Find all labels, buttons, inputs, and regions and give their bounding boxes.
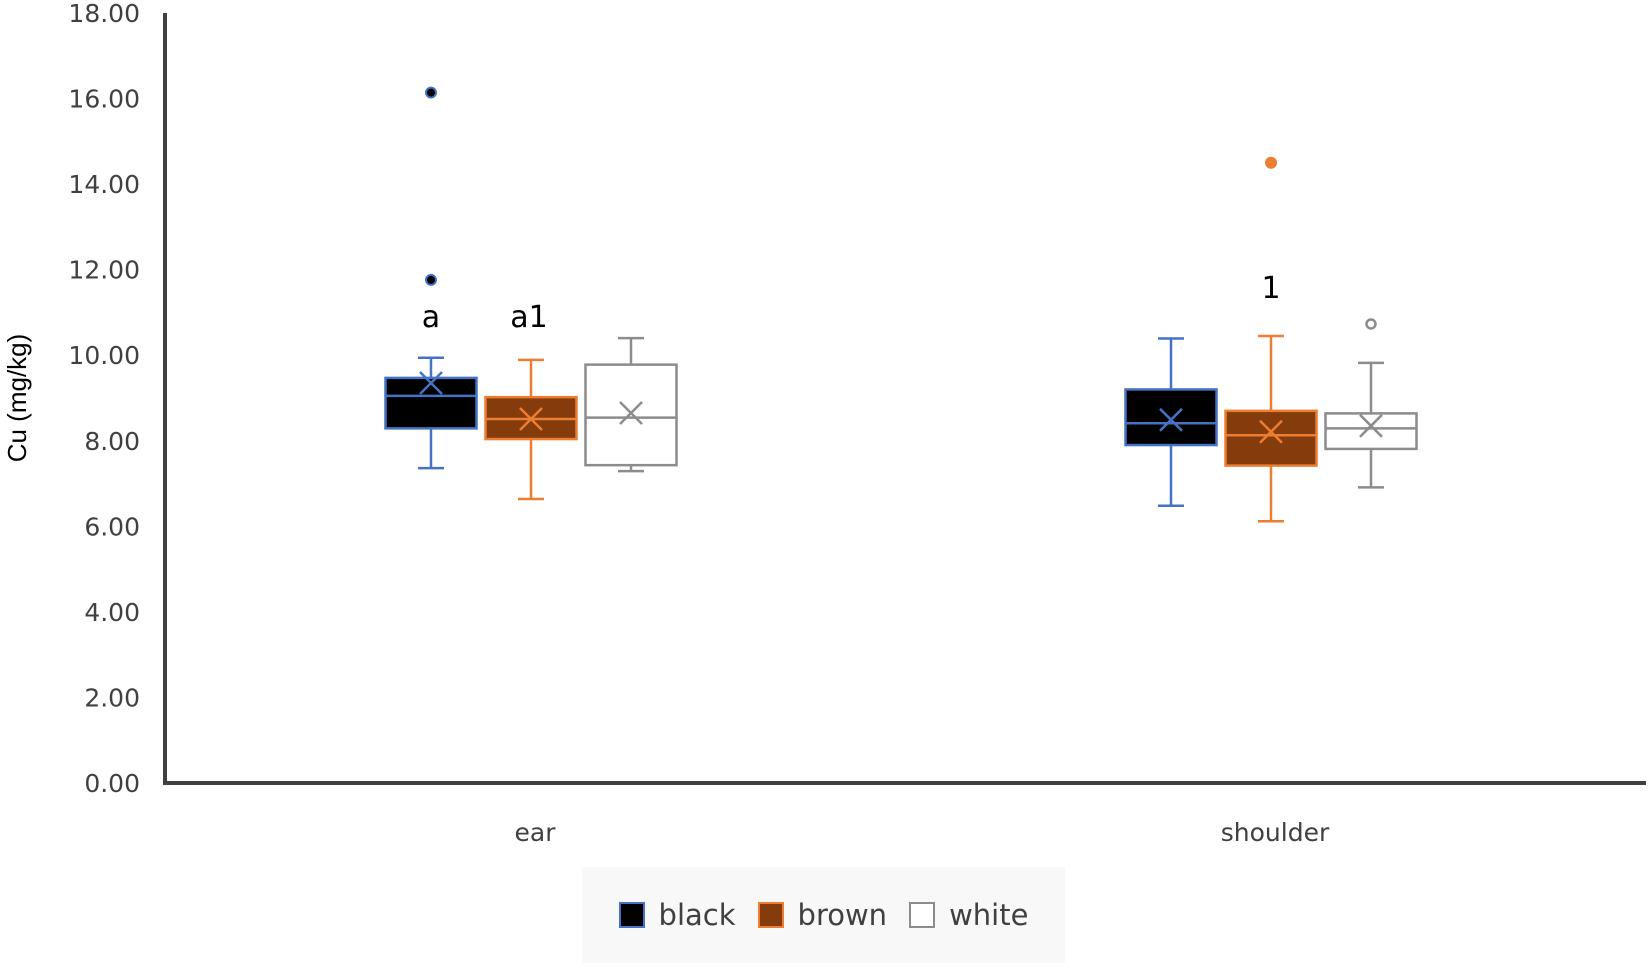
- legend: black brown white: [582, 867, 1065, 963]
- y-tick-label: 8.00: [84, 427, 140, 456]
- y-tick-label: 4.00: [84, 598, 140, 627]
- annotation-label: a: [422, 300, 440, 335]
- y-tick-label: 10.00: [68, 341, 140, 370]
- legend-label: black: [658, 898, 736, 932]
- legend-label: white: [949, 898, 1029, 932]
- y-tick-label: 2.00: [84, 683, 140, 712]
- x-category-label: shoulder: [1221, 818, 1330, 847]
- legend-label: brown: [797, 898, 888, 932]
- annotation-label: a1: [510, 300, 547, 335]
- y-axis-ticks: 0.00 2.00 4.00 6.00 8.00 10.00 12.00 14.00 16.00…: [68, 0, 140, 798]
- box-white-ear[interactable]: [584, 336, 678, 473]
- box-white-shoulder[interactable]: [1324, 318, 1418, 489]
- legend-item-white[interactable]: white: [909, 898, 1028, 932]
- y-tick-label: 12.00: [68, 256, 140, 285]
- y-axis-title: Cu (mg/kg): [2, 334, 32, 463]
- legend-swatch-brown: [757, 902, 784, 928]
- y-tick-label: 18.00: [68, 0, 140, 28]
- legend-item-black[interactable]: black: [618, 898, 736, 932]
- y-tick-label: 6.00: [84, 512, 140, 541]
- significance-annotations: a a1 1: [422, 271, 1281, 335]
- outlier-point[interactable]: [425, 273, 437, 286]
- y-tick-label: 0.00: [84, 769, 140, 798]
- legend-item-brown[interactable]: brown: [757, 898, 888, 932]
- y-tick-label: 14.00: [68, 170, 140, 199]
- box-black-ear[interactable]: [384, 86, 478, 470]
- legend-swatch-white: [909, 902, 936, 928]
- box-brown-shoulder[interactable]: [1224, 156, 1318, 523]
- y-tick-label: 16.00: [68, 85, 140, 114]
- outlier-point[interactable]: [1265, 156, 1277, 169]
- box-black-shoulder[interactable]: [1124, 337, 1218, 508]
- outlier-point[interactable]: [1365, 318, 1377, 330]
- x-axis-categories: ear shoulder: [515, 818, 1330, 847]
- legend-swatch-black: [618, 902, 645, 928]
- plot-area: [384, 86, 1418, 523]
- x-category-label: ear: [515, 818, 557, 847]
- box-brown-ear[interactable]: [484, 358, 578, 501]
- annotation-label: 1: [1261, 271, 1280, 306]
- outlier-point[interactable]: [425, 86, 437, 99]
